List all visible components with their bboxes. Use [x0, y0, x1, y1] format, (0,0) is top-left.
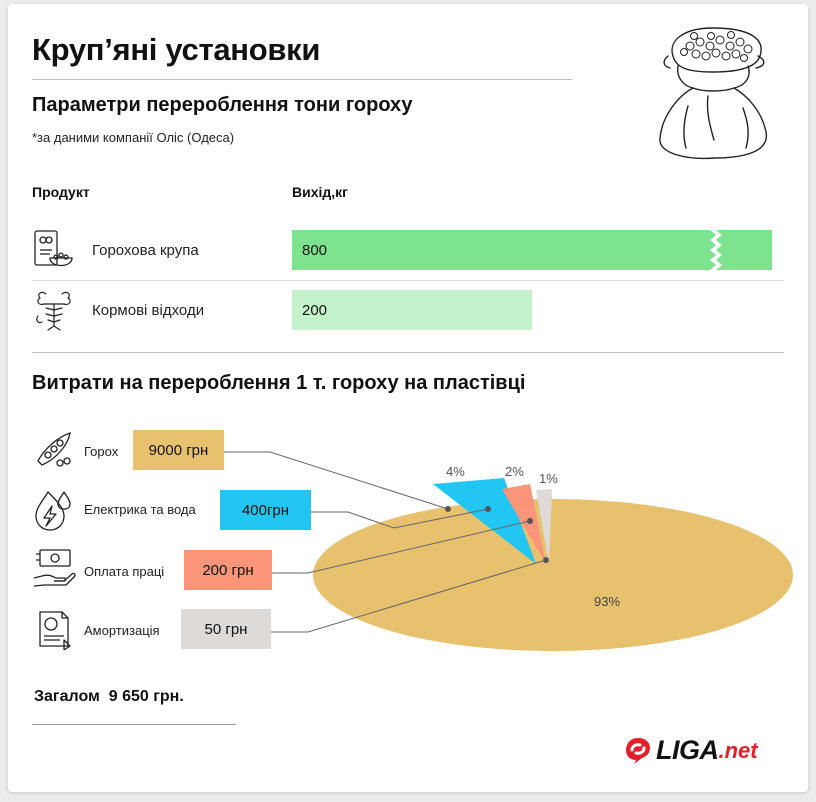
bar-value-feed-waste: 200	[302, 301, 328, 319]
bar-feed-waste: 200	[292, 290, 532, 330]
liga-logo-icon	[626, 737, 650, 764]
total-underline	[32, 724, 236, 725]
salary-icon	[33, 549, 76, 587]
cost-label-amortization: Амортизація	[84, 623, 160, 638]
connector-electricity-water	[311, 508, 489, 529]
connector-dot-peas	[445, 506, 451, 512]
total-cost: Загалом 9 650 грн.	[34, 688, 184, 705]
connector-dot-electricity-water	[485, 506, 491, 512]
pie-label-amortization: 1%	[539, 471, 558, 486]
cost-value-salary: 200 грн	[184, 550, 272, 590]
bar-pea-grits: 800	[292, 230, 772, 270]
pie-slice-peas	[313, 499, 793, 651]
fish-bone-icon	[36, 291, 71, 331]
axis-break-mark	[710, 230, 722, 270]
cost-label-salary: Оплата праці	[84, 564, 165, 579]
connector-peas	[224, 451, 449, 510]
pie-label-electricity-water: 4%	[446, 464, 465, 479]
source-note: *за даними компанії Оліс (Одеса)	[32, 130, 235, 145]
row-label-feed-waste: Кормові відходи	[92, 302, 205, 319]
infographic-card: Круп’яні установки Параметри переробленн…	[8, 4, 808, 792]
cost-value-electricity-water: 400грн	[220, 490, 311, 530]
output-column-header: Вихід,кг	[292, 184, 349, 200]
cost-value-peas: 9000 грн	[133, 430, 224, 470]
bar-value-pea-grits: 800	[302, 241, 328, 259]
connector-dot-salary	[527, 518, 533, 524]
cost-label-peas: Горох	[84, 444, 119, 459]
section-subtitle: Параметри перероблення тони гороху	[32, 94, 413, 116]
electric-water-icon	[35, 491, 71, 531]
product-column-header: Продукт	[32, 184, 90, 200]
costs-pie-chart: 4% 2% 1% 93%	[224, 451, 793, 651]
liga-logo: LIGA .net	[624, 735, 758, 766]
cereal-bowl-icon	[34, 230, 73, 267]
pea-pod-icon	[37, 432, 71, 467]
pie-label-salary: 2%	[505, 464, 524, 479]
pie-slice-salary	[502, 484, 546, 564]
cost-label-electricity-water: Електрика та вода	[84, 502, 196, 517]
connector-amortization	[271, 559, 547, 633]
costs-title: Витрати на перероблення 1 т. гороху на п…	[32, 372, 526, 394]
document-icon	[39, 611, 71, 650]
liga-logo-text: LIGA	[656, 735, 719, 765]
title-divider	[32, 79, 572, 80]
row-label-pea-grits: Горохова крупа	[92, 242, 199, 259]
row-divider	[32, 280, 784, 281]
cost-value-amortization: 50 грн	[181, 609, 271, 649]
connector-dot-amortization	[543, 557, 549, 563]
pie-slice-amortization	[536, 489, 552, 564]
pea-sack-icon	[659, 27, 767, 160]
page-title: Круп’яні установки	[32, 32, 321, 67]
liga-logo-suffix: .net	[718, 737, 758, 763]
connector-salary	[272, 520, 531, 574]
pie-label-peas: 93%	[594, 594, 620, 609]
section-divider	[32, 352, 784, 353]
